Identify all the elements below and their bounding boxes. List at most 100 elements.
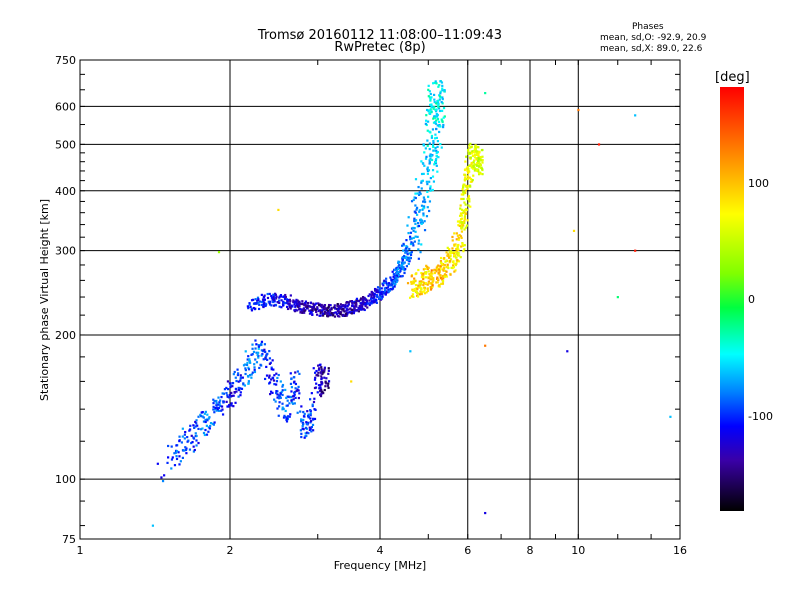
data-point [277, 208, 280, 212]
data-point [572, 229, 576, 232]
data-point [258, 303, 261, 306]
data-point [303, 309, 306, 312]
data-point [437, 105, 440, 109]
data-point [276, 407, 279, 410]
data-point [445, 270, 448, 273]
data-point [437, 99, 440, 102]
data-point [295, 300, 298, 304]
data-point [284, 416, 287, 419]
data-point [440, 118, 443, 121]
data-point [301, 425, 304, 428]
data-point [446, 263, 449, 266]
data-point [305, 422, 308, 426]
data-point [345, 301, 348, 304]
data-point [311, 307, 314, 310]
data-point [308, 312, 312, 315]
data-point [318, 304, 321, 307]
data-point [396, 276, 400, 279]
data-point [428, 282, 431, 285]
data-point [448, 248, 451, 251]
data-point [435, 281, 438, 284]
data-point [470, 180, 474, 183]
data-point [202, 420, 206, 423]
data-point [404, 251, 407, 254]
data-point [272, 379, 276, 382]
data-point [416, 295, 420, 298]
data-point [469, 185, 472, 188]
data-point [274, 293, 277, 296]
data-point [449, 258, 453, 261]
data-point [304, 300, 308, 303]
data-point [266, 296, 270, 300]
data-point [452, 251, 455, 254]
data-point [401, 257, 404, 261]
data-point [247, 380, 250, 383]
data-point [220, 409, 223, 412]
data-point [430, 269, 433, 272]
data-point [440, 282, 443, 285]
data-point [290, 377, 293, 381]
data-point [222, 392, 226, 395]
data-point [316, 306, 319, 309]
data-point [460, 197, 463, 201]
data-point [434, 133, 437, 136]
data-point [428, 109, 431, 112]
data-point [406, 282, 410, 285]
data-point [464, 189, 467, 192]
data-point [285, 396, 288, 400]
data-point [214, 406, 217, 410]
data-point [417, 284, 420, 287]
data-point [443, 273, 447, 276]
data-point [366, 302, 370, 305]
data-point [257, 354, 260, 358]
data-point [184, 446, 187, 449]
data-point [443, 115, 446, 118]
data-point [474, 168, 477, 172]
data-point [258, 300, 262, 303]
data-point [370, 300, 373, 303]
data-point [428, 162, 431, 165]
data-point [435, 82, 438, 85]
data-point [194, 420, 197, 424]
data-point [429, 187, 432, 190]
data-point [268, 349, 271, 353]
data-point [468, 147, 471, 150]
data-point [435, 127, 438, 131]
data-point [457, 260, 461, 263]
data-point [188, 448, 192, 451]
data-point [170, 445, 173, 448]
data-point [391, 282, 394, 285]
data-point [230, 391, 233, 395]
data-point [371, 297, 374, 300]
data-point [409, 238, 412, 241]
data-point [279, 380, 282, 383]
data-point [418, 280, 421, 283]
data-point [345, 314, 348, 317]
data-point [432, 180, 436, 183]
data-point [388, 289, 392, 292]
data-point [301, 302, 304, 306]
data-point [433, 98, 436, 101]
data-point [292, 381, 296, 384]
data-point [408, 235, 412, 238]
data-point [253, 363, 256, 366]
data-point [282, 300, 285, 303]
data-point [252, 350, 256, 353]
data-point [441, 262, 444, 266]
data-point [420, 204, 424, 207]
data-point [286, 415, 290, 418]
data-point [192, 450, 195, 453]
data-point [414, 222, 417, 225]
data-point [400, 263, 404, 267]
data-point [171, 456, 174, 459]
data-point [439, 80, 442, 83]
data-point [410, 282, 413, 285]
data-point [288, 395, 291, 399]
data-point [443, 275, 446, 278]
data-point [324, 381, 327, 384]
data-point [405, 258, 408, 261]
data-point [269, 300, 272, 303]
data-point [397, 267, 400, 271]
data-point [470, 152, 473, 155]
data-point [311, 423, 315, 427]
